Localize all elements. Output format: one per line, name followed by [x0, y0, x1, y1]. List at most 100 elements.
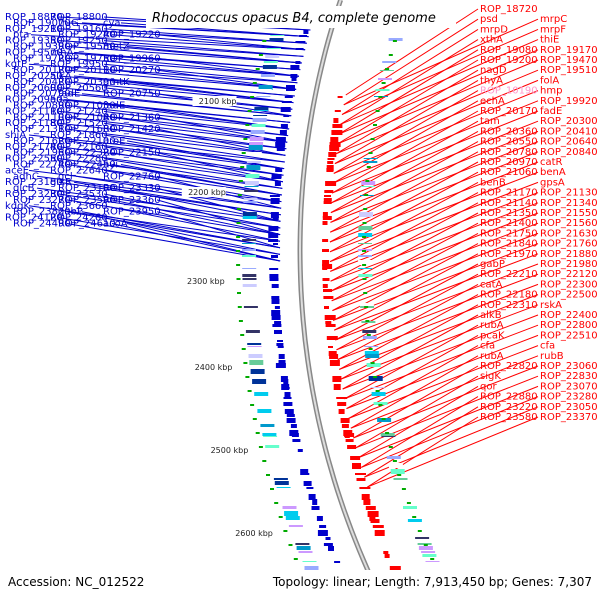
right-connector-line [344, 324, 539, 400]
tick-mark [243, 362, 248, 364]
gene-feature [332, 376, 342, 382]
left-gene-label: ROP_19350 [5, 36, 63, 47]
annotation-bar [242, 249, 256, 251]
left-gene-label: ROP_20750 [103, 89, 161, 100]
right-gene-label: catR [540, 157, 563, 168]
annotation-bar [249, 142, 264, 146]
annotation-bar [253, 110, 268, 111]
gene-feature [268, 226, 279, 231]
tick-mark [247, 110, 252, 112]
gene-feature [295, 48, 304, 50]
annotation-bar [261, 70, 276, 71]
left-gene-label: gcl [58, 171, 73, 182]
left-gene-label: ROP_23950 [103, 207, 161, 218]
gene-feature [323, 201, 332, 204]
left-gene-label: pta [13, 30, 29, 41]
gene-feature [374, 530, 385, 536]
left-gene-label: ROP_21680 [58, 124, 116, 135]
right-gene-label: echA [480, 96, 505, 107]
genome-title: Rhodococcus opacus B4, complete genome [152, 11, 436, 26]
right-gene-label: ROP_23220 [480, 402, 538, 413]
right-gene-label: hmp [540, 86, 562, 97]
left-connector-line [156, 34, 306, 51]
left-gene-label: ROP_21180 [5, 118, 63, 129]
left-gene-label: ROP_19390 [13, 42, 71, 53]
right-gene-label: ROP_23070 [540, 381, 598, 392]
right-gene-label: ROP_22300 [540, 279, 598, 290]
gene-feature [303, 481, 312, 486]
right-gene-label: cfa [540, 341, 555, 352]
annotation-bar [242, 243, 256, 244]
left-gene-label: ROP_20420 [13, 77, 71, 88]
left-connector-line [126, 46, 302, 64]
annotation-bar [378, 78, 392, 80]
gene-feature [365, 506, 376, 510]
annotation-bar [296, 546, 311, 550]
right-gene-label: ROP_19510 [540, 65, 598, 76]
gene-feature [299, 35, 308, 37]
left-gene-label: ROP_22280 [50, 154, 108, 165]
left-gene-label: ROP_19720 [13, 53, 71, 64]
accession-text: Accession: NC_012522 [8, 575, 144, 589]
annotation-bar [252, 379, 267, 384]
annotation-bar [243, 306, 258, 308]
gene-feature [303, 30, 309, 34]
right-connector-line [334, 79, 479, 165]
left-connector-line [66, 223, 281, 262]
gene-feature [274, 330, 282, 334]
right-connector-line [330, 202, 479, 282]
right-connector-line [367, 416, 539, 488]
left-connector-line [156, 187, 281, 222]
gene-feature [275, 363, 286, 368]
gene-feature [322, 221, 328, 225]
left-gene-label: ROP_19580 [58, 42, 116, 53]
gene-feature [284, 96, 293, 98]
gene-feature [361, 494, 370, 500]
tick-mark [366, 166, 371, 168]
gene-feature [280, 124, 288, 128]
gene-feature [322, 264, 333, 269]
gene-feature [271, 255, 278, 258]
right-connector-line [353, 365, 539, 439]
right-connector-line [340, 304, 479, 380]
gene-feature [372, 525, 384, 528]
gene-feature [347, 445, 357, 449]
tick-mark [363, 208, 368, 210]
annotation-bar [263, 61, 278, 63]
tick-mark [430, 558, 435, 560]
left-connector-line [103, 134, 285, 163]
annotation-bar [363, 161, 378, 163]
annotation-bar [262, 433, 277, 436]
gene-feature [280, 107, 291, 112]
tick-mark [385, 432, 390, 434]
gene-feature [274, 321, 282, 324]
annotation-bar [248, 354, 263, 358]
left-connector-line [73, 51, 301, 71]
gene-feature [286, 414, 295, 417]
right-connector-line [350, 355, 539, 429]
left-gene-label: kgtP [5, 59, 27, 70]
right-gene-label: ROP_20840 [540, 147, 598, 158]
left-connector-line [126, 223, 281, 262]
right-gene-label: sigK [480, 371, 501, 382]
tick-mark [417, 530, 422, 532]
right-connector-line [331, 120, 479, 204]
right-gene-label: ROP_20300 [540, 116, 598, 127]
annotation-bar [373, 402, 388, 405]
gene-feature [272, 216, 279, 220]
right-gene-label: ROP_23370 [540, 412, 598, 423]
right-connector-line [333, 253, 479, 331]
left-gene-label: aceE [5, 165, 29, 176]
tick-mark [236, 250, 240, 252]
gene-feature [281, 101, 292, 103]
annotation-bar [269, 38, 284, 41]
gene-feature [319, 525, 327, 528]
right-connector-line [346, 334, 539, 410]
gene-feature [277, 346, 284, 348]
right-connector-line [329, 171, 479, 253]
right-connector-line [335, 263, 479, 341]
tick-mark [243, 138, 248, 140]
left-connector-line [156, 57, 299, 77]
gene-feature [290, 424, 297, 428]
gene-feature [328, 346, 333, 348]
